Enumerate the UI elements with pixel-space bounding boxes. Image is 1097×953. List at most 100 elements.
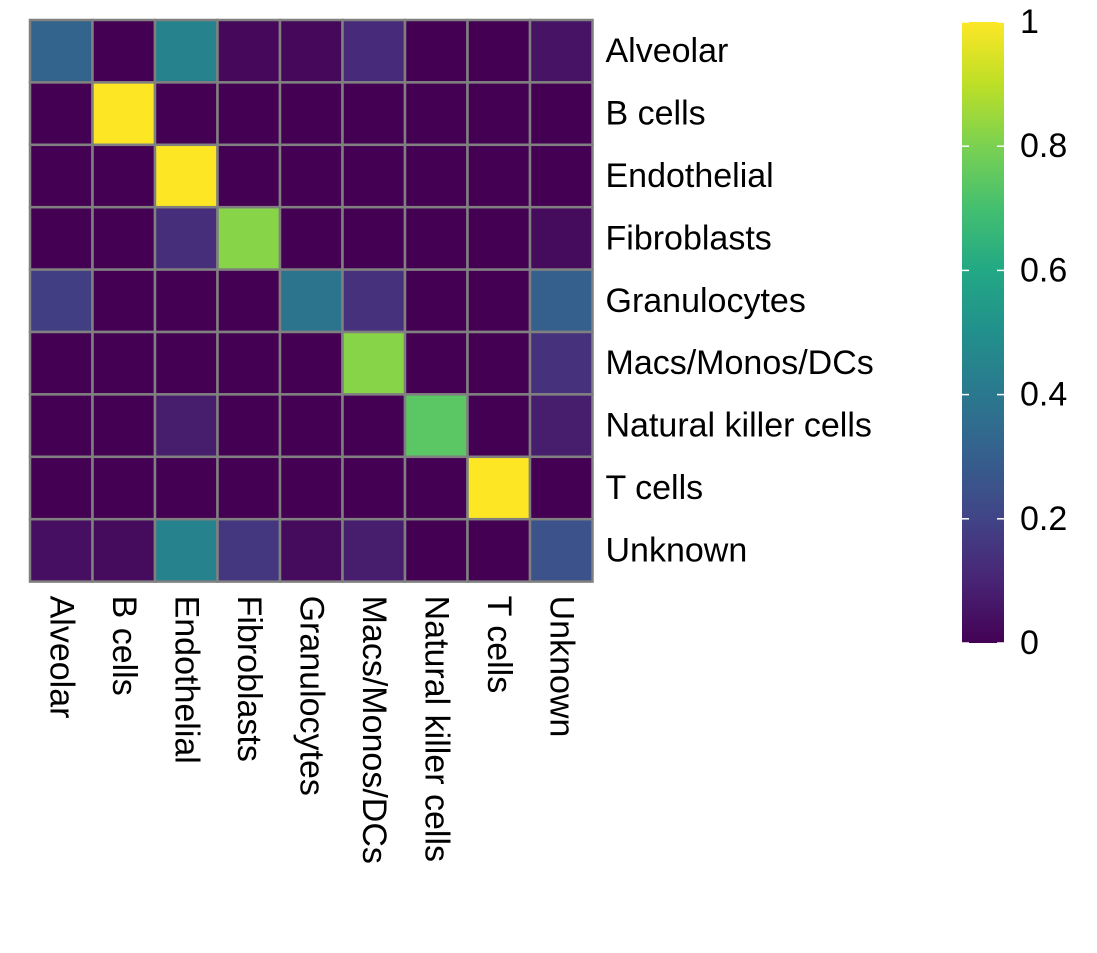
- heatmap-cell-natural-killer-cells-natural-killer-cells: [403, 393, 469, 459]
- heatmap-cell-endothelial-t-cells: [466, 143, 532, 209]
- row-labels: Alveolar B cells Endothelial Fibroblasts Gra…: [606, 32, 874, 569]
- column-labels: Alveolar B cells Endothelial Fibroblasts Gra…: [42, 596, 580, 864]
- column-label-unknown: Unknown: [542, 596, 580, 738]
- heatmap-cell-macs-monos-dcs-endothelial: [153, 330, 219, 396]
- heatmap-cell-unknown-endothelial: [153, 517, 219, 583]
- colorbar-tick-label: 0: [1020, 624, 1039, 662]
- heatmap-cell-macs-monos-dcs-alveolar: [28, 330, 94, 396]
- heatmap-cell-granulocytes-endothelial: [153, 268, 219, 334]
- heatmap-cell-b-cells-unknown: [528, 81, 594, 147]
- heatmap-cell-b-cells-macs-monos-dcs: [341, 81, 407, 147]
- column-label-endothelial: Endothelial: [167, 596, 205, 764]
- heatmap-cell-t-cells-natural-killer-cells: [403, 455, 469, 521]
- heatmap-cell-alveolar-unknown: [528, 18, 594, 84]
- row-label-fibroblasts: Fibroblasts: [606, 219, 772, 257]
- column-label-natural-killer-cells: Natural killer cells: [417, 596, 455, 862]
- heatmap-cell-t-cells-b-cells: [91, 455, 157, 521]
- heatmap-cell-t-cells-endothelial: [153, 455, 219, 521]
- row-label-b-cells: B cells: [606, 95, 706, 133]
- heatmap-cell-natural-killer-cells-unknown: [528, 393, 594, 459]
- heatmap-cell-natural-killer-cells-macs-monos-dcs: [341, 393, 407, 459]
- heatmap-cell-fibroblasts-granulocytes: [278, 205, 344, 271]
- heatmap-cell-granulocytes-fibroblasts: [216, 268, 282, 334]
- heatmap-cell-fibroblasts-t-cells: [466, 205, 532, 271]
- heatmap-cell-granulocytes-alveolar: [28, 268, 94, 334]
- heatmap-cell-unknown-fibroblasts: [216, 517, 282, 583]
- heatmap-cell-natural-killer-cells-alveolar: [28, 393, 94, 459]
- heatmap-cell-endothelial-unknown: [528, 143, 594, 209]
- row-label-granulocytes: Granulocytes: [606, 282, 806, 320]
- heatmap-cell-alveolar-t-cells: [466, 18, 532, 84]
- heatmap-cell-granulocytes-macs-monos-dcs: [341, 268, 407, 334]
- heatmap-cell-granulocytes-t-cells: [466, 268, 532, 334]
- heatmap-cell-t-cells-unknown: [528, 455, 594, 521]
- heatmap-cell-endothelial-macs-monos-dcs: [341, 143, 407, 209]
- heatmap-cell-b-cells-endothelial: [153, 81, 219, 147]
- heatmap-cell-macs-monos-dcs-b-cells: [91, 330, 157, 396]
- heatmap-cell-alveolar-alveolar: [28, 18, 94, 84]
- heatmap-cell-t-cells-alveolar: [28, 455, 94, 521]
- colorbar: 0 0.2 0.4 0.6 0.8 1: [962, 3, 1067, 662]
- heatmap-cell-natural-killer-cells-b-cells: [91, 393, 157, 459]
- heatmap-cell-t-cells-fibroblasts: [216, 455, 282, 521]
- heatmap-cell-alveolar-natural-killer-cells: [403, 18, 469, 84]
- column-label-macs-monos-dcs: Macs/Monos/DCs: [355, 596, 393, 864]
- heatmap-cell-t-cells-granulocytes: [278, 455, 344, 521]
- heatmap-cell-fibroblasts-alveolar: [28, 205, 94, 271]
- heatmap-cell-macs-monos-dcs-unknown: [528, 330, 594, 396]
- heatmap-cell-unknown-alveolar: [28, 517, 94, 583]
- colorbar-tick-label: 0.6: [1020, 251, 1067, 289]
- heatmap-cell-unknown-b-cells: [91, 517, 157, 583]
- column-label-t-cells: T cells: [480, 596, 518, 694]
- heatmap-cell-t-cells-macs-monos-dcs: [341, 455, 407, 521]
- row-label-unknown: Unknown: [606, 531, 748, 569]
- heatmap-cell-t-cells-t-cells: [466, 455, 532, 521]
- heatmap-cell-alveolar-fibroblasts: [216, 18, 282, 84]
- heatmap-cell-fibroblasts-natural-killer-cells: [403, 205, 469, 271]
- heatmap-cell-alveolar-b-cells: [91, 18, 157, 84]
- colorbar-tick-label: 1: [1020, 3, 1039, 41]
- heatmap-cell-macs-monos-dcs-granulocytes: [278, 330, 344, 396]
- heatmap-cell-unknown-t-cells: [466, 517, 532, 583]
- colorbar-gradient: [962, 22, 1004, 643]
- heatmap-cell-natural-killer-cells-t-cells: [466, 393, 532, 459]
- heatmap-cell-natural-killer-cells-fibroblasts: [216, 393, 282, 459]
- heatmap-cell-alveolar-granulocytes: [278, 18, 344, 84]
- heatmap-cell-b-cells-natural-killer-cells: [403, 81, 469, 147]
- heatmap-cell-fibroblasts-b-cells: [91, 205, 157, 271]
- heatmap-cell-macs-monos-dcs-macs-monos-dcs: [341, 330, 407, 396]
- heatmap-cell-alveolar-macs-monos-dcs: [341, 18, 407, 84]
- column-label-b-cells: B cells: [105, 596, 143, 696]
- row-label-t-cells: T cells: [606, 469, 704, 507]
- heatmap-cell-b-cells-granulocytes: [278, 81, 344, 147]
- heatmap-cell-b-cells-b-cells: [91, 81, 157, 147]
- column-label-fibroblasts: Fibroblasts: [230, 596, 268, 762]
- heatmap-cells: [28, 18, 594, 583]
- heatmap-cell-granulocytes-unknown: [528, 268, 594, 334]
- heatmap-cell-granulocytes-natural-killer-cells: [403, 268, 469, 334]
- row-label-macs-monos-dcs: Macs/Monos/DCs: [606, 344, 874, 382]
- heatmap-cell-fibroblasts-macs-monos-dcs: [341, 205, 407, 271]
- heatmap-cell-granulocytes-granulocytes: [278, 268, 344, 334]
- heatmap-cell-macs-monos-dcs-fibroblasts: [216, 330, 282, 396]
- heatmap-cell-unknown-unknown: [528, 517, 594, 583]
- heatmap-cell-fibroblasts-unknown: [528, 205, 594, 271]
- heatmap-cell-macs-monos-dcs-natural-killer-cells: [403, 330, 469, 396]
- heatmap-cell-natural-killer-cells-granulocytes: [278, 393, 344, 459]
- row-label-alveolar: Alveolar: [606, 32, 729, 70]
- heatmap-cell-fibroblasts-endothelial: [153, 205, 219, 271]
- heatmap-cell-unknown-macs-monos-dcs: [341, 517, 407, 583]
- heatmap-cell-endothelial-fibroblasts: [216, 143, 282, 209]
- colorbar-tick-label: 0.2: [1020, 500, 1067, 538]
- heatmap-cell-unknown-natural-killer-cells: [403, 517, 469, 583]
- heatmap-cell-b-cells-alveolar: [28, 81, 94, 147]
- colorbar-tick-label: 0.8: [1020, 127, 1067, 165]
- row-label-natural-killer-cells: Natural killer cells: [606, 407, 872, 445]
- heatmap-cell-b-cells-t-cells: [466, 81, 532, 147]
- heatmap-cell-endothelial-alveolar: [28, 143, 94, 209]
- heatmap-cell-endothelial-b-cells: [91, 143, 157, 209]
- heatmap-cell-alveolar-endothelial: [153, 18, 219, 84]
- column-label-granulocytes: Granulocytes: [292, 596, 330, 796]
- heatmap-cell-endothelial-natural-killer-cells: [403, 143, 469, 209]
